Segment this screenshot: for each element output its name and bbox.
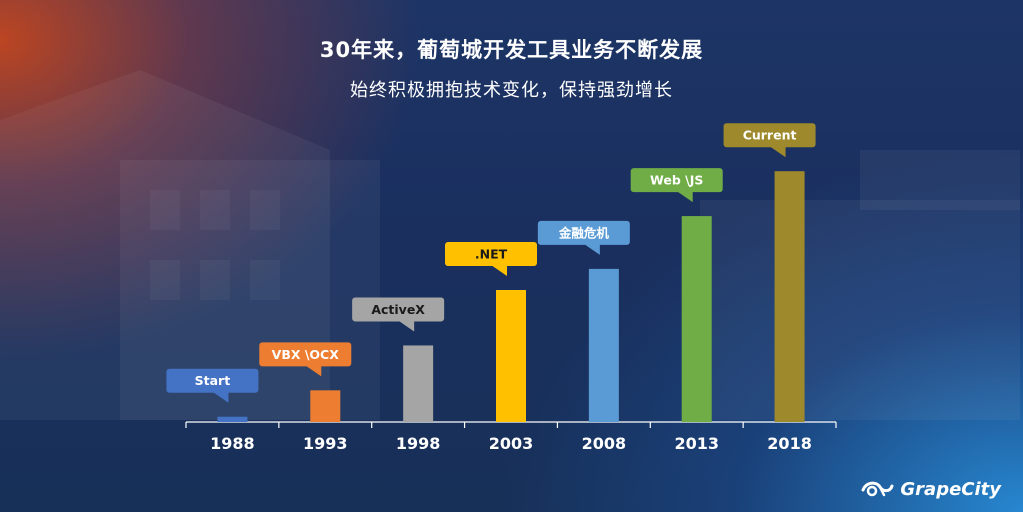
callout-box (259, 342, 352, 367)
callout-pointer (212, 391, 229, 403)
callout-box (630, 168, 723, 193)
callout-2003: .NET (445, 242, 537, 276)
bar-1998 (403, 345, 434, 422)
bar-2018 (774, 171, 805, 422)
callout-pointer (398, 320, 415, 332)
callout-2008: 金融危机 (537, 220, 630, 255)
callout-label: Web \JS (650, 173, 703, 188)
callout-label: VBX \OCX (272, 347, 340, 362)
grapecity-logo-icon (861, 481, 894, 497)
callout-box (445, 242, 537, 266)
callout-box (537, 220, 630, 245)
callout-label: Start (195, 373, 231, 388)
callout-pointer (491, 265, 507, 276)
bar-2008 (588, 268, 619, 422)
x-tick-label: 2018 (767, 434, 812, 453)
x-tick-label: 1993 (303, 434, 348, 453)
callout-box (352, 297, 445, 322)
callout-box (723, 123, 816, 148)
x-tick-label: 2013 (674, 434, 719, 453)
bar-2013 (681, 216, 712, 422)
callout-label: 金融危机 (558, 225, 610, 240)
callout-1993: VBX \OCX (259, 342, 352, 377)
callout-pointer (676, 191, 693, 203)
brand-logo: GrapeCity (860, 478, 1001, 500)
bar-2003 (496, 290, 526, 422)
x-tick-label: 2008 (582, 434, 627, 453)
callout-pointer (583, 243, 600, 255)
callout-1998: ActiveX (352, 297, 445, 332)
x-tick-label: 2003 (489, 434, 534, 453)
callout-label: Current (743, 128, 797, 143)
bar-1988 (217, 416, 248, 422)
bar-1993 (310, 390, 341, 422)
callout-label: .NET (475, 247, 508, 262)
x-tick-label: 1988 (210, 434, 255, 453)
chart-title: 30年来，葡萄城开发工具业务不断发展 (319, 38, 704, 62)
brand-name: GrapeCity (900, 478, 1001, 500)
callout-pointer (769, 146, 786, 158)
callout-box (166, 368, 259, 393)
callout-2013: Web \JS (630, 168, 723, 203)
callout-pointer (305, 365, 322, 377)
callout-1988: Start (166, 368, 259, 403)
callout-2018: Current (723, 123, 816, 158)
x-tick-label: 1998 (396, 434, 441, 453)
chart-subtitle: 始终积极拥抱技术变化，保持强劲增长 (350, 80, 673, 101)
callout-label: ActiveX (371, 302, 425, 317)
